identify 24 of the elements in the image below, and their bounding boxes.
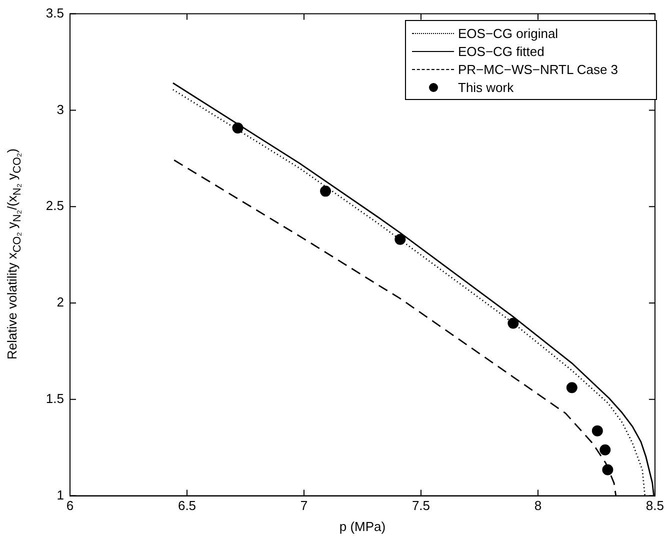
x-tick-label: 7 [300, 498, 308, 514]
x-tick-label: 8.5 [646, 498, 664, 514]
x-tick-label: 6 [66, 498, 74, 514]
point [394, 234, 406, 245]
legend-label: EOS−CG original [458, 26, 558, 40]
x-tick-label: 6.5 [178, 498, 196, 514]
legend-label: EOS−CG fitted [458, 44, 544, 58]
point [566, 382, 578, 394]
legend-label: PR−MC−WS−NRTL Case 3 [458, 62, 618, 76]
x-tick-label: 8 [534, 498, 542, 514]
y-tick-label: 3 [56, 102, 64, 117]
y-tick-label: 3.5 [46, 5, 64, 20]
y-tick-label: 1.5 [46, 390, 64, 406]
x-tick-label: 7.5 [412, 498, 430, 514]
point [602, 464, 614, 476]
x-axis-title: p (MPa) [339, 518, 386, 534]
point [320, 186, 332, 197]
y-tick-label: 1 [56, 487, 64, 502]
point [508, 318, 519, 329]
point [600, 444, 611, 456]
y-tick-label: 2.5 [46, 198, 64, 214]
legend-label: This work [458, 80, 514, 94]
point [592, 425, 603, 436]
y-tick-label: 2 [56, 294, 64, 310]
